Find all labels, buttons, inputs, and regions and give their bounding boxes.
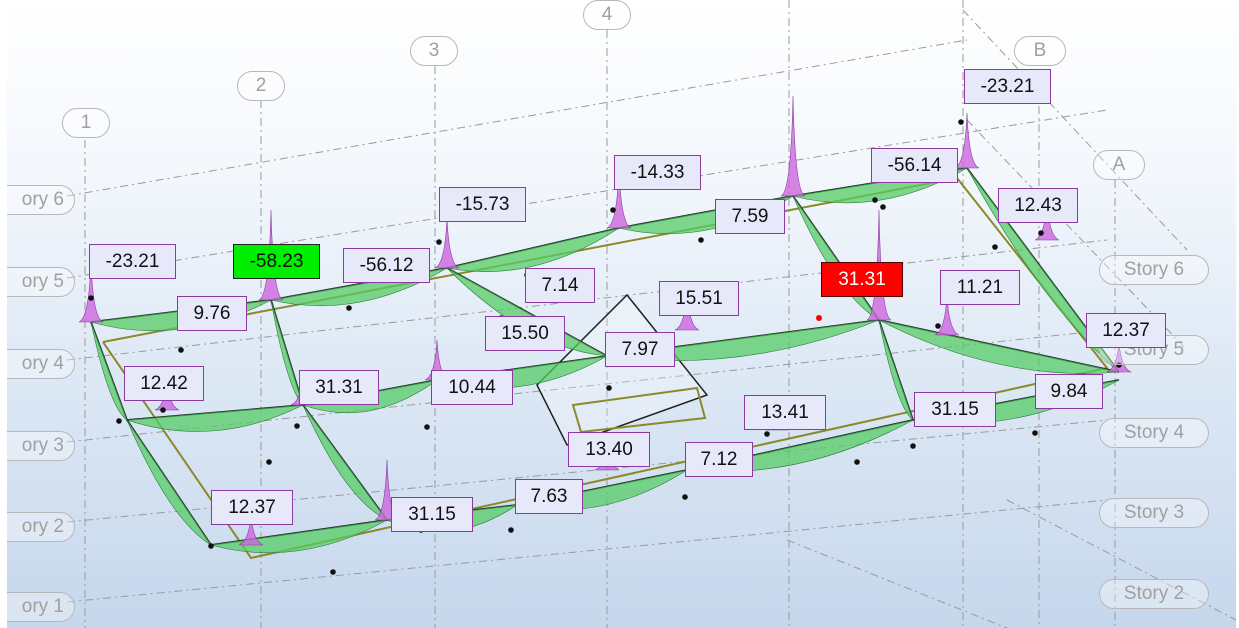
node-point xyxy=(698,237,704,243)
grid-bubble-1[interactable]: 1 xyxy=(62,108,110,138)
moment-label[interactable]: 9.84 xyxy=(1035,374,1103,409)
node-point xyxy=(1038,230,1044,236)
node-point xyxy=(682,494,688,500)
node-point xyxy=(992,244,998,250)
moment-label[interactable]: -23.21 xyxy=(964,69,1051,104)
moment-label[interactable]: 7.12 xyxy=(685,442,753,477)
node-point xyxy=(178,347,184,353)
node-point xyxy=(1032,430,1038,436)
node-point xyxy=(266,459,272,465)
grid-line-diag xyxy=(962,9,1188,251)
moment-label[interactable]: -56.14 xyxy=(871,148,958,183)
story-label-right-3[interactable]: Story 3 xyxy=(1099,498,1209,528)
node-point xyxy=(116,418,122,424)
grid-line-diag xyxy=(1006,499,1236,621)
moment-label[interactable]: 13.41 xyxy=(744,395,826,430)
grid-bubble-A[interactable]: A xyxy=(1093,150,1145,180)
sagging-moment xyxy=(302,404,388,521)
story-label-left-6[interactable]: ory 6 xyxy=(7,185,75,215)
grid-bubble-2[interactable]: 2 xyxy=(237,71,285,101)
node-point xyxy=(346,305,352,311)
story-label-right-6[interactable]: Story 6 xyxy=(1099,255,1209,285)
sagging-moment xyxy=(792,195,880,321)
grid-bubble-4[interactable]: 4 xyxy=(583,0,631,30)
moment-label[interactable]: 10.44 xyxy=(431,370,513,405)
story-line xyxy=(66,499,1108,603)
sagging-moment xyxy=(446,227,620,272)
moment-label[interactable]: 31.15 xyxy=(391,497,473,532)
moment-label[interactable]: 15.51 xyxy=(659,281,739,316)
moment-label[interactable]: 12.42 xyxy=(124,366,204,401)
grid-line-diag xyxy=(786,539,1008,628)
node-point xyxy=(764,431,770,437)
moment-label[interactable]: 12.43 xyxy=(998,188,1078,223)
moment-label[interactable]: -15.73 xyxy=(439,187,526,222)
moment-label[interactable]: 7.59 xyxy=(715,199,785,234)
max-point xyxy=(816,315,822,321)
story-line xyxy=(66,39,968,197)
story-line xyxy=(66,109,1108,279)
node-point xyxy=(508,527,514,533)
sagging-moment xyxy=(90,321,128,421)
node-point xyxy=(436,239,442,245)
moment-label-min[interactable]: -58.23 xyxy=(233,244,320,279)
node-point xyxy=(958,119,964,125)
node-point xyxy=(872,197,878,203)
node-point xyxy=(88,295,94,301)
opening xyxy=(536,293,709,446)
opening-inner xyxy=(571,386,707,434)
moment-label-max[interactable]: 31.31 xyxy=(821,262,903,297)
hogging-moment xyxy=(954,112,980,169)
moment-label[interactable]: 13.40 xyxy=(568,432,650,467)
grid-line-diag xyxy=(966,119,1188,351)
sagging-moment xyxy=(126,419,212,546)
moment-label[interactable]: 31.31 xyxy=(299,370,379,405)
moment-label[interactable]: 7.63 xyxy=(515,479,583,514)
node-point xyxy=(294,423,300,429)
node-point xyxy=(854,459,860,465)
moment-label[interactable]: 9.76 xyxy=(177,296,247,331)
moment-label[interactable]: 31.15 xyxy=(914,392,996,427)
sagging-moment xyxy=(878,319,914,421)
moment-label[interactable]: 12.37 xyxy=(1086,313,1166,348)
story-label-left-1[interactable]: ory 1 xyxy=(7,592,75,622)
moment-label[interactable]: 7.14 xyxy=(525,268,595,303)
moment-label[interactable]: 12.37 xyxy=(211,490,293,525)
node-point xyxy=(208,543,214,549)
node-point xyxy=(935,323,941,329)
moment-label[interactable]: -56.12 xyxy=(343,248,430,283)
story-label-right-4[interactable]: Story 4 xyxy=(1099,418,1209,448)
node-point xyxy=(160,407,166,413)
story-label-left-5[interactable]: ory 5 xyxy=(7,267,75,297)
node-point xyxy=(880,204,886,210)
hogging-moment xyxy=(780,95,806,197)
moment-label[interactable]: -14.33 xyxy=(614,155,701,190)
moment-label[interactable]: 7.97 xyxy=(605,332,675,367)
moment-label[interactable]: 11.21 xyxy=(940,270,1020,305)
node-point xyxy=(610,207,616,213)
node-point xyxy=(424,424,430,430)
story-label-right-2[interactable]: Story 2 xyxy=(1099,579,1209,609)
story-label-left-3[interactable]: ory 3 xyxy=(7,431,75,461)
story-label-left-4[interactable]: ory 4 xyxy=(7,349,75,379)
story-label-left-2[interactable]: ory 2 xyxy=(7,512,75,542)
node-point xyxy=(1116,362,1122,368)
node-point xyxy=(606,385,612,391)
node-point xyxy=(910,443,916,449)
grid-bubble-3[interactable]: 3 xyxy=(410,36,458,66)
node-point xyxy=(330,569,336,575)
sagging-moment xyxy=(126,404,304,432)
model-viewport[interactable]: 1 2 3 4 B A ory 6 ory 5 ory 4 ory 3 ory … xyxy=(7,0,1236,628)
moment-label[interactable]: -23.21 xyxy=(89,244,176,279)
moment-label[interactable]: 15.50 xyxy=(485,316,565,351)
grid-bubble-B[interactable]: B xyxy=(1014,36,1066,66)
